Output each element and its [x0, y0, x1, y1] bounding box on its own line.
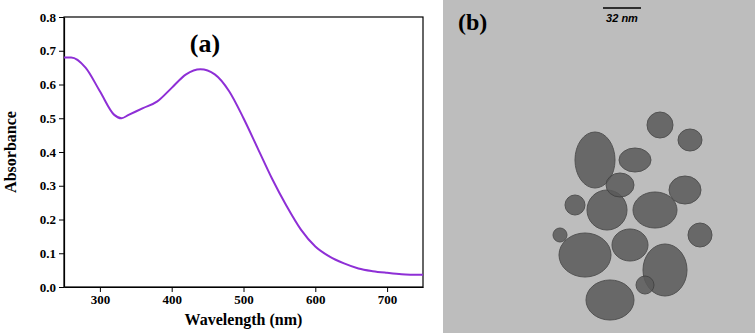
particle	[559, 233, 611, 277]
x-tick-label: 600	[306, 292, 326, 307]
particle	[678, 129, 702, 151]
particle	[619, 148, 651, 172]
y-tick-label: 0.5	[40, 111, 57, 126]
figure: 3004005006007000.00.10.20.30.40.50.60.70…	[0, 0, 755, 333]
y-tick: 0.0	[40, 280, 64, 295]
y-tick-mark	[59, 85, 64, 86]
x-tick: 600	[306, 287, 326, 307]
y-tick: 0.7	[40, 43, 64, 58]
particle	[565, 195, 585, 215]
y-tick-mark	[59, 152, 64, 153]
particle	[669, 176, 701, 204]
y-tick-label: 0.7	[40, 43, 57, 58]
x-axis: 300 400 500 600 700	[65, 287, 424, 307]
scale-bar	[603, 7, 641, 9]
y-tick: 0.8	[40, 10, 64, 25]
x-tick-label: 700	[378, 292, 398, 307]
particle	[647, 112, 673, 138]
plot-frame	[64, 17, 423, 287]
plot-area	[64, 58, 423, 275]
y-tick-mark	[59, 51, 64, 52]
y-tick-mark	[59, 17, 64, 18]
y-tick-label: 0.2	[40, 212, 56, 227]
y-tick-label: 0.6	[40, 77, 57, 92]
x-tick-label: 300	[91, 292, 111, 307]
y-tick: 0.3	[40, 178, 64, 193]
y-axis: 0.0 0.1 0.2 0.3 0.4 0.5 0.6 0.7 0.8	[40, 10, 65, 295]
particle	[688, 223, 712, 247]
tem-panel: (b) 32 nm	[443, 0, 755, 333]
x-tick: 500	[234, 287, 254, 307]
y-tick-mark	[59, 118, 64, 119]
x-axis-title: Wavelength (nm)	[185, 311, 303, 329]
y-tick: 0.6	[40, 77, 64, 92]
particle	[606, 173, 634, 197]
y-tick: 0.4	[40, 145, 64, 160]
particle	[612, 229, 648, 261]
particle	[553, 228, 567, 242]
y-tick-label: 0.8	[40, 10, 57, 25]
x-tick: 300	[91, 287, 111, 307]
y-tick-mark	[59, 220, 64, 221]
particle	[633, 192, 677, 228]
y-tick-label: 0.3	[40, 178, 57, 193]
y-tick-label: 0.0	[40, 280, 56, 295]
y-tick-label: 0.1	[40, 246, 56, 261]
x-tick-label: 500	[234, 292, 254, 307]
absorbance-line	[64, 58, 423, 275]
y-tick-mark	[59, 186, 64, 187]
y-tick: 0.1	[40, 246, 64, 261]
x-tick-label: 400	[162, 292, 182, 307]
y-tick-mark	[59, 253, 64, 254]
y-tick: 0.5	[40, 111, 64, 126]
scale-bar-label: 32 nm	[606, 12, 638, 24]
y-tick-mark	[59, 287, 64, 288]
particle	[636, 276, 654, 294]
y-tick-label: 0.4	[40, 145, 57, 160]
x-tick: 400	[162, 287, 182, 307]
particle	[586, 280, 634, 320]
tem-background	[443, 0, 755, 333]
x-tick: 700	[378, 287, 398, 307]
y-axis-title: Absorbance	[2, 111, 19, 193]
panel-title: (a)	[190, 29, 220, 58]
panel-b-label: (b)	[458, 9, 487, 35]
y-tick: 0.2	[40, 212, 64, 227]
